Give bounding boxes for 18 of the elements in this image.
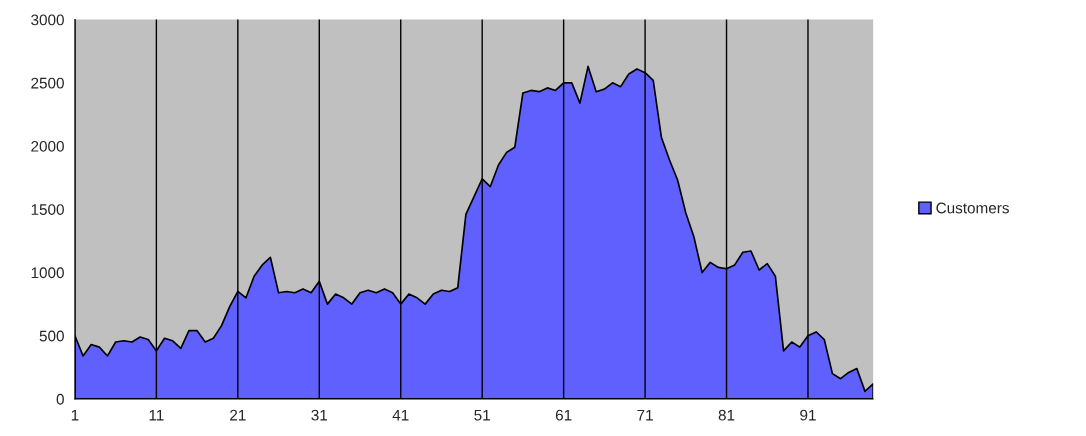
x-tick-label: 41 (392, 409, 409, 421)
y-tick-label: 1500 (31, 204, 64, 215)
x-tick-label: 51 (474, 409, 490, 421)
y-tick-label: 2000 (31, 140, 64, 152)
y-tick-label: 2500 (31, 77, 64, 89)
x-tick-label: 1 (71, 409, 79, 421)
x-tick-label: 21 (230, 409, 246, 421)
x-tick-label: 71 (637, 409, 653, 421)
x-tick-label: 61 (555, 409, 572, 421)
y-tick-label: 1000 (31, 267, 64, 279)
legend-label: Customers (936, 202, 1009, 214)
x-tick-label: 81 (718, 409, 735, 421)
x-tick-label: 91 (800, 409, 816, 421)
y-tick-label: 500 (39, 330, 64, 342)
x-tick-label: 31 (311, 409, 328, 421)
y-tick-label: 3000 (31, 14, 64, 26)
y-tick-label: 0 (56, 393, 64, 405)
x-tick-label: 11 (149, 409, 164, 421)
